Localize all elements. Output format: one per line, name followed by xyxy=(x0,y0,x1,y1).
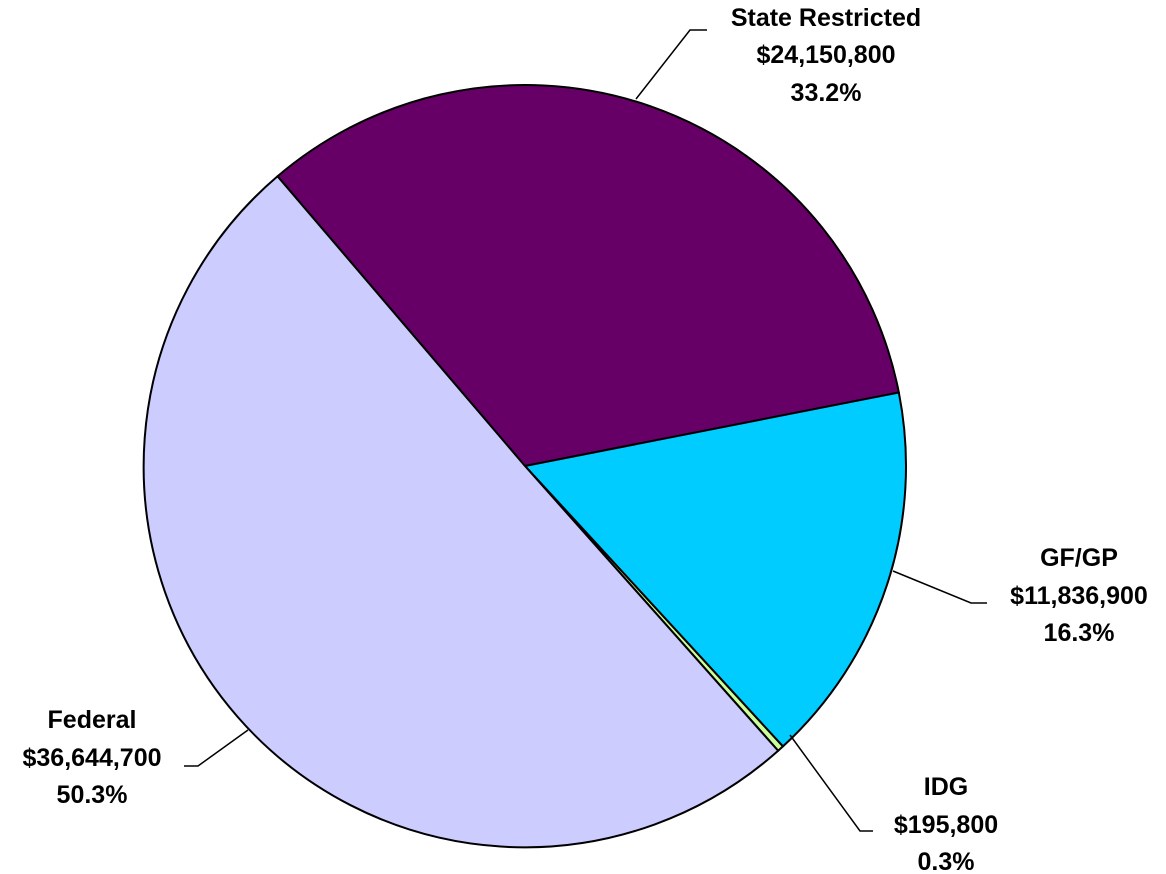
slice-state-restricted xyxy=(276,84,900,467)
label-federal: Federal $36,644,700 50.3% xyxy=(22,706,161,809)
label-gfgp-name: GF/GP xyxy=(1040,544,1118,572)
label-idg-name: IDG xyxy=(924,773,968,801)
label-state-restricted-name: State Restricted xyxy=(731,4,921,32)
label-state-restricted-percent: 33.2% xyxy=(791,79,862,107)
label-federal-name: Federal xyxy=(48,706,137,734)
leader-lines xyxy=(184,29,987,832)
label-idg-amount: $195,800 xyxy=(894,811,998,839)
label-federal-percent: 50.3% xyxy=(57,781,128,809)
label-gfgp-amount: $11,836,900 xyxy=(1010,582,1148,610)
slice-gfgp xyxy=(524,391,907,748)
label-idg: IDG $195,800 0.3% xyxy=(894,773,998,874)
leader-state-restricted xyxy=(635,29,707,100)
pie-slices xyxy=(142,84,907,849)
label-federal-amount: $36,644,700 xyxy=(22,744,161,772)
leader-gfgp xyxy=(892,570,987,604)
label-state-restricted-amount: $24,150,800 xyxy=(756,41,895,69)
leader-idg xyxy=(789,734,873,832)
label-gfgp-percent: 16.3% xyxy=(1044,619,1115,647)
label-gfgp: GF/GP $11,836,900 16.3% xyxy=(1010,544,1148,647)
slice-federal xyxy=(142,175,780,849)
label-state-restricted: State Restricted $24,150,800 33.2% xyxy=(731,4,921,107)
leader-federal xyxy=(184,729,249,767)
label-idg-percent: 0.3% xyxy=(918,848,975,874)
